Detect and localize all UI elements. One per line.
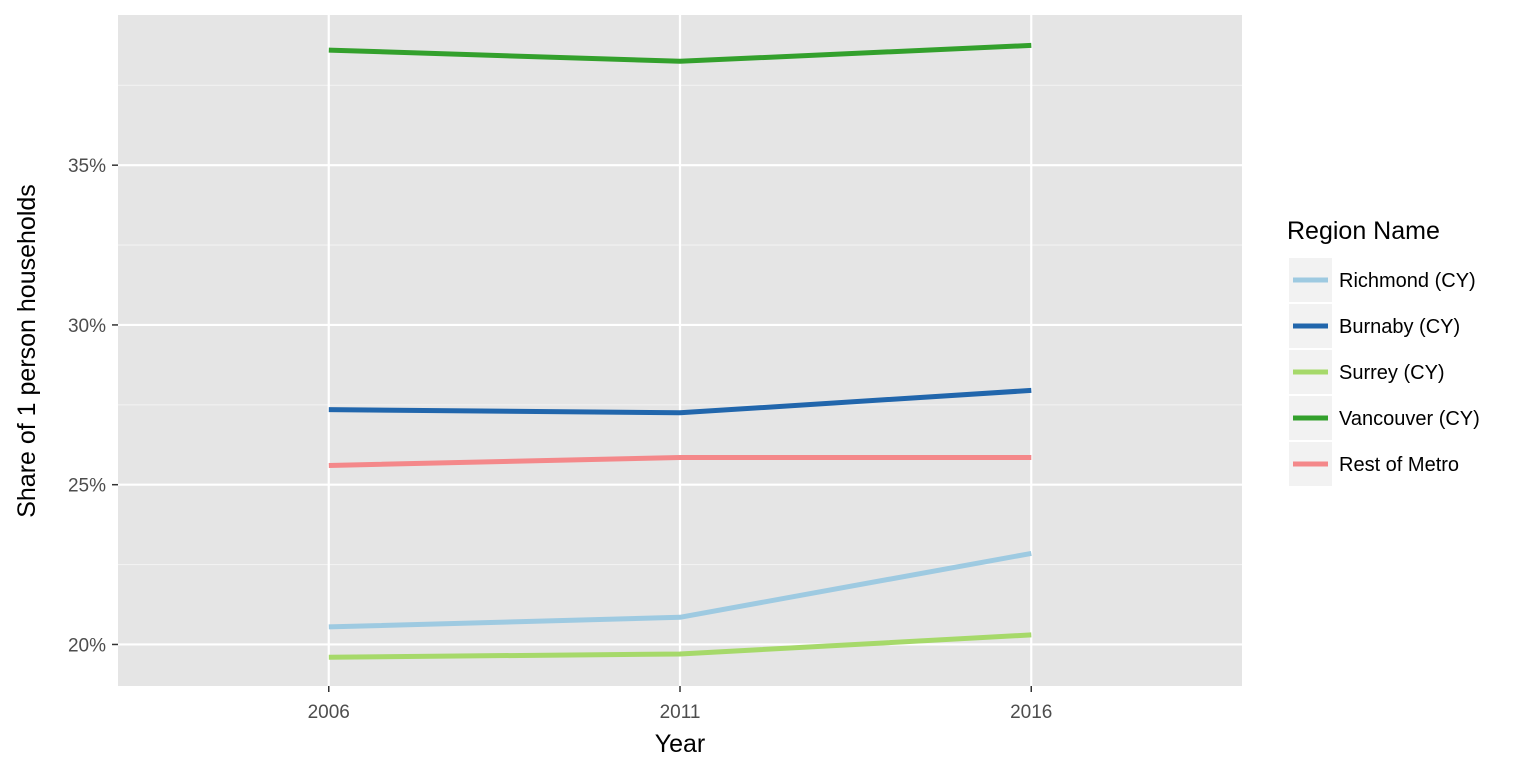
series-line (328, 42, 1032, 64)
legend-label: Burnaby (CY) (1339, 316, 1460, 338)
y-tick-label: 20% (68, 635, 106, 656)
legend-label: Vancouver (CY) (1339, 408, 1480, 430)
series-line (328, 550, 1032, 630)
legend-label: Richmond (CY) (1339, 270, 1476, 292)
y-tick-label: 35% (68, 156, 106, 177)
legend-title: Region Name (1287, 217, 1440, 245)
series-lines (328, 42, 1032, 660)
legend: Region Name Richmond (CY) Burnaby (CY) Sur… (1287, 217, 1480, 486)
series-line (328, 387, 1032, 416)
x-tick-label: 2006 (308, 702, 350, 723)
legend-label: Surrey (CY) (1339, 362, 1445, 384)
major-gridlines (118, 15, 1242, 686)
y-axis-title: Share of 1 person households (13, 184, 41, 518)
y-tick-label: 30% (68, 316, 106, 337)
series-line (328, 455, 1032, 468)
legend-label: Rest of Metro (1339, 454, 1459, 476)
y-axis: 20% 25% 30% 35% (68, 156, 118, 656)
y-tick-label: 25% (68, 476, 106, 497)
x-axis-title: Year (655, 730, 706, 758)
x-tick-label: 2011 (660, 702, 701, 723)
series-line (328, 632, 1032, 660)
x-tick-label: 2016 (1010, 702, 1052, 723)
x-axis: 2006 2011 2016 (308, 686, 1052, 723)
